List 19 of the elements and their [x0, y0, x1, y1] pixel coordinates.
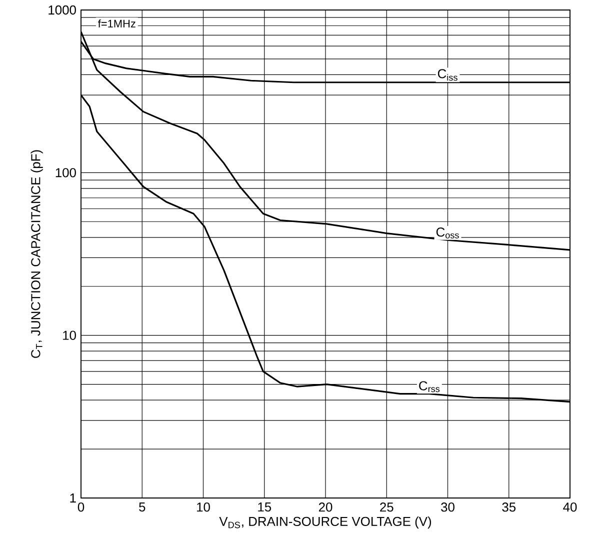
- x-tick-label: 25: [380, 502, 394, 512]
- series-label: C$_{iss}$: [438, 69, 458, 81]
- y-tick-label: 1000: [48, 5, 76, 15]
- x-tick-label: 0: [78, 502, 84, 512]
- y-tick-label: 10: [63, 330, 76, 340]
- x-tick-label: 20: [318, 502, 332, 512]
- x-tick-label: 10: [197, 502, 210, 512]
- y-tick-label: 100: [56, 168, 76, 178]
- y-axis-title: C$_{T}$, JUNCTION CAPACITANCE (pF): [30, 150, 43, 358]
- x-tick-label: 15: [258, 502, 272, 512]
- x-tick-label: 30: [441, 502, 454, 512]
- x-tick-label: 5: [139, 502, 146, 512]
- x-axis-title: V$_{DS}$, DRAIN-SOURCE VOLTAGE (V): [219, 516, 432, 529]
- x-tick-label: 40: [563, 502, 577, 512]
- y-tick-label: 1: [70, 494, 76, 502]
- annotation: f=1MHz: [98, 20, 136, 28]
- series-label: C$_{oss}$: [436, 227, 459, 238]
- series-label: C$_{rss}$: [419, 381, 440, 392]
- x-tick-label: 35: [502, 502, 516, 512]
